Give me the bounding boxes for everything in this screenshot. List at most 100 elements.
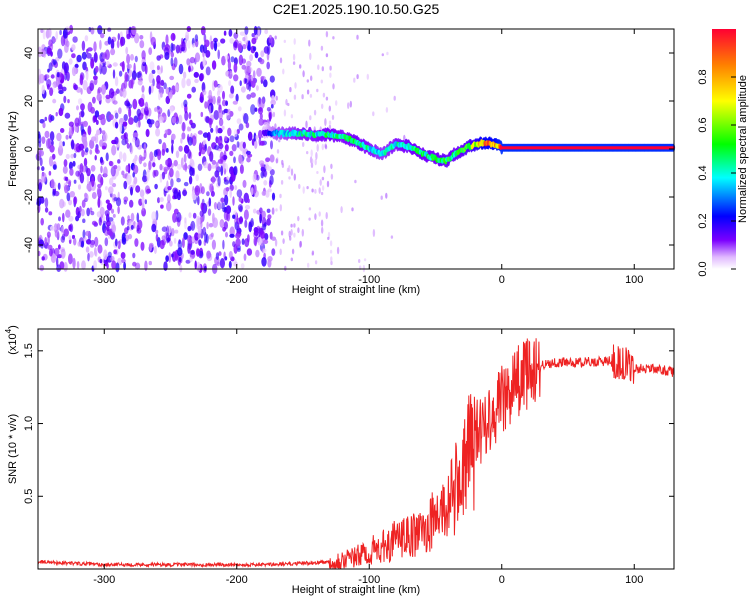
noise-blob	[189, 158, 195, 167]
noise-blob	[229, 188, 232, 198]
noise-blob	[46, 245, 53, 250]
noise-blob	[113, 165, 118, 170]
noise-blob	[148, 242, 154, 249]
noise-blob	[112, 62, 118, 67]
noise-blob	[102, 93, 106, 100]
noise-blob	[266, 166, 273, 172]
noise-blob	[259, 98, 265, 110]
noise-blob	[94, 147, 99, 153]
noise-blob	[96, 93, 102, 102]
noise-blob	[148, 85, 152, 95]
noise-blob	[309, 93, 313, 98]
noise-blob	[233, 41, 238, 51]
noise-blob	[237, 43, 242, 53]
noise-blob	[98, 217, 103, 226]
noise-blob	[222, 160, 226, 171]
noise-blob	[259, 58, 265, 65]
noise-blob	[288, 176, 291, 180]
snr-panel: -300 -200 -100 0 100 0.5 1.0 1.5 Height of str…	[4, 325, 675, 596]
noise-blob	[221, 110, 226, 115]
noise-blob	[308, 39, 311, 47]
noise-blob	[183, 153, 187, 163]
noise-blob	[133, 176, 138, 185]
noise-blob	[139, 189, 145, 198]
noise-blob	[251, 33, 255, 38]
noise-blob	[178, 114, 183, 125]
noise-blob	[191, 236, 195, 243]
noise-blob	[200, 215, 204, 223]
noise-blob	[220, 197, 225, 203]
noise-blob	[134, 137, 140, 148]
noise-blob	[202, 89, 207, 96]
noise-blob	[225, 100, 229, 106]
noise-blob	[52, 98, 57, 104]
snr-x-ticks: -300 -200 -100 0 100	[93, 329, 643, 586]
noise-blob	[170, 32, 176, 42]
snr-frame	[37, 328, 675, 570]
noise-blob	[188, 212, 192, 219]
noise-blob	[252, 208, 257, 214]
noise-blob	[210, 40, 215, 50]
noise-blob	[158, 92, 161, 101]
noise-blob	[157, 149, 162, 161]
noise-blob	[47, 68, 50, 73]
noise-blob	[229, 233, 235, 238]
noise-blob	[253, 46, 257, 52]
noise-blob	[86, 52, 92, 59]
noise-blob	[215, 125, 219, 134]
noise-blob	[290, 114, 294, 119]
noise-blob	[200, 147, 206, 155]
noise-blob	[40, 28, 44, 33]
noise-blob	[97, 25, 103, 35]
noise-blob	[196, 261, 201, 272]
noise-blob	[208, 118, 213, 125]
noise-blob	[321, 226, 324, 234]
noise-blob	[243, 209, 249, 220]
noise-blob	[315, 152, 318, 160]
noise-blob	[65, 176, 69, 181]
noise-blob	[56, 71, 60, 78]
noise-blob	[91, 191, 97, 200]
noise-blob	[155, 128, 161, 137]
noise-blob	[321, 143, 324, 151]
noise-blob	[64, 112, 71, 119]
noise-blob	[291, 248, 295, 255]
noise-blob	[187, 149, 192, 159]
noise-blob	[393, 95, 396, 101]
noise-blob	[321, 66, 324, 72]
noise-blob	[282, 238, 285, 245]
noise-blob	[58, 244, 61, 250]
noise-blob	[190, 249, 195, 255]
noise-blob	[110, 255, 115, 262]
noise-blob	[204, 39, 210, 48]
noise-blob	[99, 39, 102, 50]
noise-blob	[182, 71, 187, 79]
noise-blob	[209, 151, 214, 162]
x-tick-label: -200	[226, 574, 248, 586]
noise-blob	[126, 143, 130, 149]
noise-blob	[166, 157, 172, 168]
noise-blob	[68, 215, 74, 222]
noise-blob	[170, 51, 174, 58]
noise-blob	[308, 207, 312, 211]
noise-blob	[270, 99, 277, 106]
noise-blob	[227, 60, 231, 71]
noise-blob	[68, 58, 73, 65]
noise-blob	[270, 104, 274, 109]
noise-blob	[381, 53, 384, 57]
noise-blob	[258, 118, 264, 126]
noise-blob	[154, 107, 158, 112]
noise-blob	[222, 239, 225, 250]
noise-blob	[100, 159, 105, 166]
noise-blob	[233, 165, 238, 176]
noise-blob	[177, 256, 182, 266]
noise-blob	[386, 51, 389, 56]
noise-blob	[326, 180, 330, 188]
noise-blob	[219, 258, 225, 269]
noise-blob	[272, 111, 276, 118]
noise-blob	[160, 204, 164, 209]
noise-blob	[317, 64, 320, 70]
noise-blob	[130, 224, 134, 230]
noise-blob	[253, 184, 257, 194]
noise-blob	[74, 117, 80, 127]
